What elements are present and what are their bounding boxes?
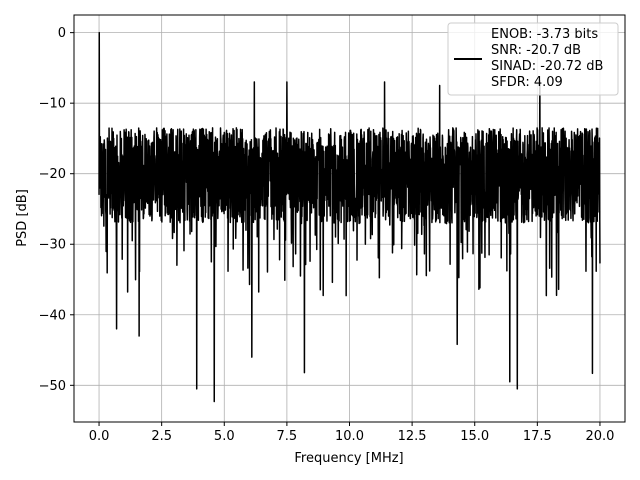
x-tick-label: 12.5	[398, 429, 427, 444]
y-axis-label: PSD [dB]	[15, 189, 30, 247]
x-axis-label: Frequency [MHz]	[294, 451, 403, 466]
psd-series-line	[98, 31, 601, 403]
series-layer	[98, 31, 601, 403]
y-tick-label: −40	[39, 308, 66, 323]
x-tick-label: 5.0	[214, 429, 235, 444]
legend-box	[447, 22, 619, 96]
legend-line-snr: SNR: -20.7 dB	[491, 43, 581, 58]
x-tick-label: 17.5	[523, 429, 552, 444]
legend-line-sinad: SINAD: -20.72 dB	[491, 59, 603, 74]
x-tick-label: 2.5	[151, 429, 172, 444]
y-tick-label: −20	[39, 167, 66, 182]
x-tick-label: 0.0	[89, 429, 110, 444]
x-tick-label: 20.0	[585, 429, 614, 444]
y-tick-label: −30	[39, 238, 66, 253]
y-tick-label: −10	[39, 97, 66, 112]
legend-line-sfdr: SFDR: 4.09	[491, 75, 563, 90]
legend: ENOB: -3.73 bits SNR: -20.7 dB SINAD: -2…	[447, 22, 619, 96]
y-tick-label: 0	[58, 26, 66, 41]
y-axis-ticks: 0 −10 −20 −30 −40 −50	[39, 26, 74, 394]
y-tick-label: −50	[39, 379, 66, 394]
legend-line-enob: ENOB: -3.73 bits	[491, 27, 598, 42]
x-tick-label: 7.5	[277, 429, 298, 444]
x-tick-label: 15.0	[460, 429, 489, 444]
x-axis-ticks: 0.0 2.5 5.0 7.5 10.0 12.5 15.0 17.5 20.0	[89, 422, 614, 444]
x-tick-label: 10.0	[335, 429, 364, 444]
